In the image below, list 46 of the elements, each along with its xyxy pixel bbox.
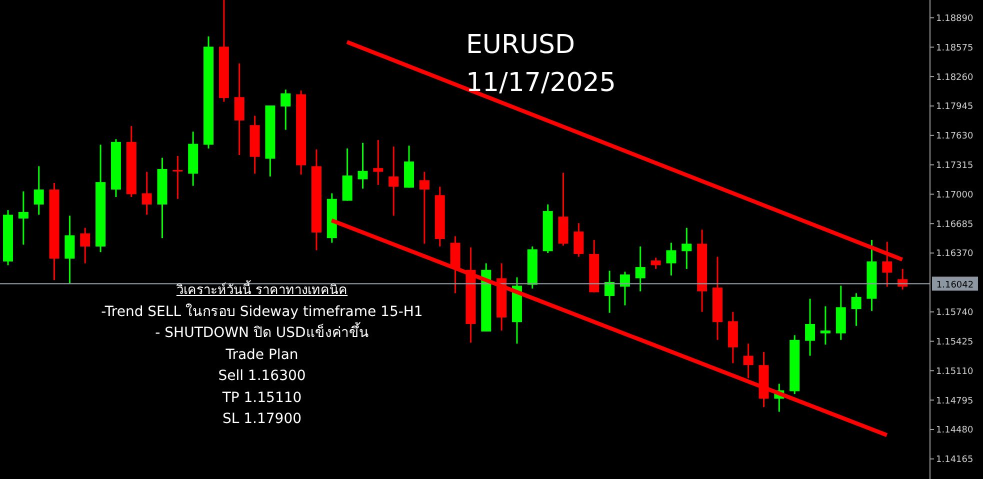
- candlestick: [682, 227, 692, 270]
- candlestick: [650, 256, 661, 270]
- candlestick: [34, 165, 44, 216]
- candlestick: [80, 227, 90, 264]
- y-tick-label: 1.17630: [936, 132, 974, 142]
- y-tick-label: 1.17945: [936, 102, 974, 112]
- y-tick-label: 1.15740: [936, 308, 974, 318]
- y-tick-label: 1.18890: [936, 14, 974, 24]
- y-tick-label: 1.16370: [936, 249, 974, 260]
- text: EURUSD: [466, 30, 576, 60]
- annotation: -Trend SELL ในกรอบ Sideway timeframe 15-H1: [100, 302, 424, 322]
- annotation: TP 1.15110: [221, 388, 303, 408]
- candlestick: [851, 292, 862, 327]
- y-tick-label: 1.15425: [936, 337, 974, 348]
- candlestick: [172, 155, 183, 200]
- candlestick: [419, 171, 430, 244]
- annotation: Trade Plan: [224, 346, 300, 364]
- candlestick: [574, 222, 584, 258]
- candlestick: [373, 139, 384, 186]
- candlestick: [142, 171, 152, 216]
- text: 11/17/2025: [466, 68, 616, 98]
- y-tick-label: 1.16685: [936, 220, 974, 230]
- candlestick: [635, 246, 646, 292]
- candlestick: [18, 190, 28, 246]
- candlestick: [358, 142, 368, 190]
- candlestick: [743, 342, 754, 379]
- candlestick: [280, 88, 291, 131]
- candlestick: [820, 306, 830, 346]
- candlestick: [666, 242, 676, 276]
- candlestick: [805, 298, 816, 356]
- candlestick: [388, 146, 399, 216]
- annotation: วิเคราะห์วันนี้ ราคาทางเทคนิค: [175, 280, 349, 300]
- annotation: SL 1.17900: [221, 410, 303, 429]
- annotation: - SHUTDOWN ปิด USDแข็งค่าขึ้น: [154, 323, 370, 343]
- y-tick-label: 1.15110: [936, 366, 974, 377]
- annotation: Sell 1.16300: [217, 367, 307, 386]
- y-tick-label: 1.18575: [936, 43, 974, 54]
- y-tick-label: 1.17000: [936, 190, 974, 200]
- y-tick-label: 1.14165: [936, 455, 974, 466]
- y-tick-label: 1.17315: [936, 160, 974, 171]
- candlestick: [64, 214, 75, 285]
- y-tick-label: 1.14480: [936, 426, 974, 436]
- candlestick: [234, 62, 244, 156]
- y-tick-label: 1.18260: [936, 72, 974, 83]
- ref-line-label: 1.16042: [936, 280, 974, 291]
- y-tick-label: 1.14795: [936, 396, 974, 406]
